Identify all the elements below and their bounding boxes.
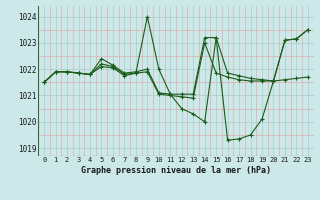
X-axis label: Graphe pression niveau de la mer (hPa): Graphe pression niveau de la mer (hPa) [81, 166, 271, 175]
